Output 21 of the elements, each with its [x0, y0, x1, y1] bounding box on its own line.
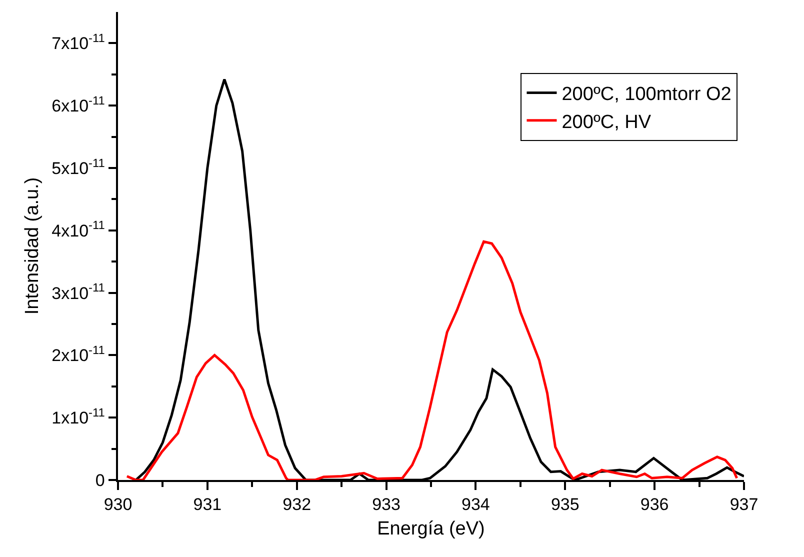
y-tick-label: 6x10$^{-11}$: [52, 93, 106, 116]
y-tick-label: 5x10$^{-11}$: [52, 156, 106, 178]
legend-label: 200ºC, 100mtorr O2: [562, 84, 732, 106]
y-tick-label: 4x10$^{-11}$: [52, 218, 106, 240]
x-tick-label: 937: [730, 495, 758, 514]
y-tick-label: 2x10$^{-11}$: [52, 343, 106, 366]
x-tick-label: 936: [640, 495, 669, 514]
y-tick-label: 1x10$^{-11}$: [52, 405, 106, 428]
x-tick-label: 930: [104, 495, 132, 514]
x-tick-label: 931: [193, 495, 222, 514]
y-axis-title: Intensidad (a.u.): [22, 177, 44, 315]
y-tick-label: 7x10$^{-11}$: [52, 31, 106, 54]
x-axis-title: Energía (eV): [377, 518, 485, 540]
x-tick-label: 934: [462, 495, 490, 514]
y-tick-label: 3x10$^{-11}$: [52, 280, 106, 303]
line-series: [126, 240, 738, 480]
x-tick-label: 935: [550, 495, 580, 514]
x-tick-label: 933: [372, 495, 400, 514]
x-tick-label: 932: [282, 495, 312, 514]
legend-label: 200ºC, HV: [562, 112, 652, 133]
y-tick-label: 0: [95, 470, 105, 490]
